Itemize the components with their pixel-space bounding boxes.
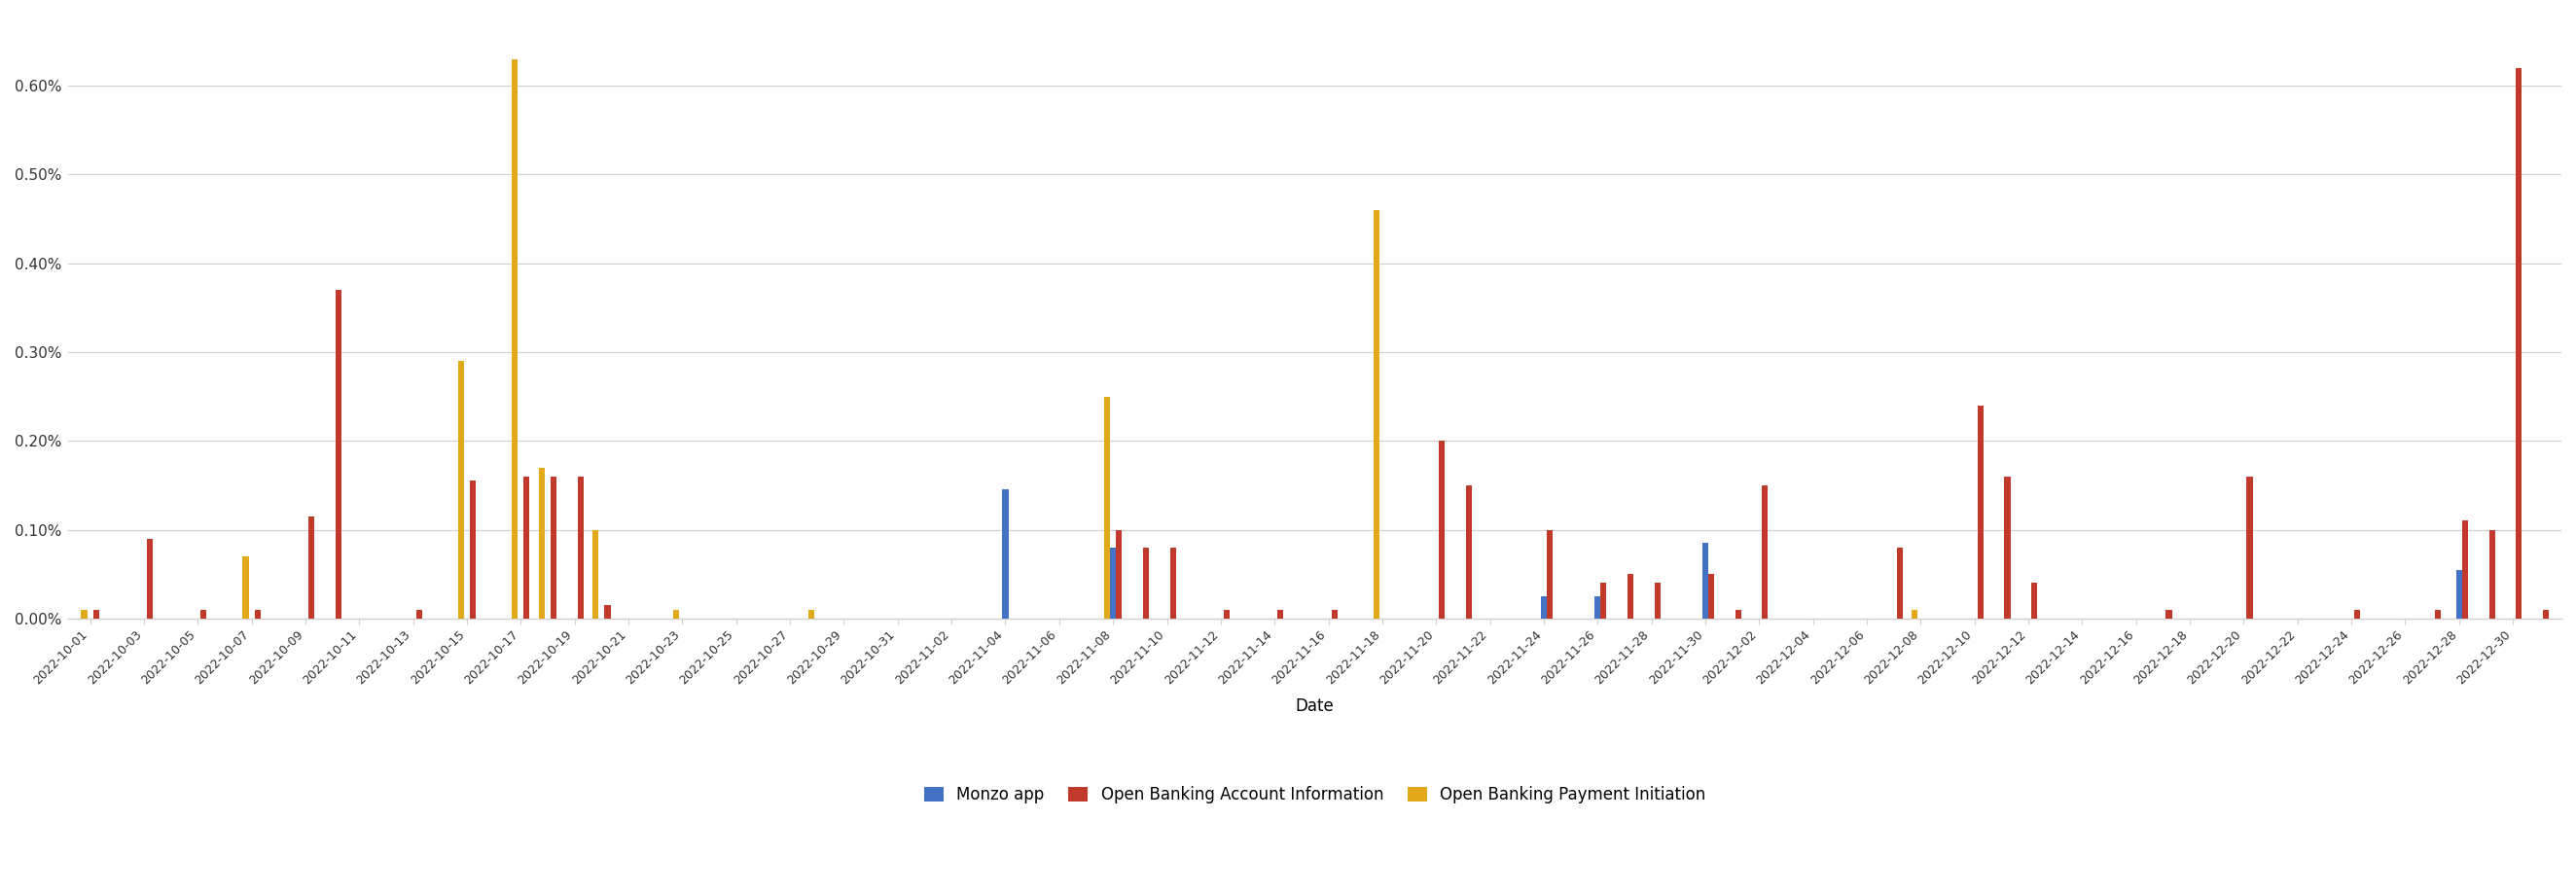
Bar	[2455, 569, 2463, 618]
Bar	[2246, 477, 2251, 618]
Bar	[2004, 477, 2009, 618]
Bar	[1628, 574, 1633, 618]
Bar	[1224, 609, 1229, 618]
Bar	[513, 59, 518, 618]
Bar	[1110, 547, 1115, 618]
Bar	[809, 609, 814, 618]
Bar	[417, 609, 422, 618]
Bar	[2517, 68, 2522, 618]
Bar	[93, 609, 98, 618]
Bar	[1540, 596, 1546, 618]
Bar	[147, 538, 152, 618]
Bar	[335, 290, 340, 618]
Bar	[1278, 609, 1283, 618]
Bar	[2434, 609, 2442, 618]
X-axis label: Date: Date	[1296, 698, 1334, 715]
Bar	[459, 361, 464, 618]
Bar	[2543, 609, 2548, 618]
Bar	[2032, 583, 2038, 618]
Bar	[2166, 609, 2172, 618]
Bar	[1911, 609, 1917, 618]
Bar	[1708, 574, 1713, 618]
Bar	[1896, 547, 1904, 618]
Bar	[592, 530, 598, 618]
Bar	[242, 556, 250, 618]
Bar	[1654, 583, 1662, 618]
Bar	[1332, 609, 1337, 618]
Bar	[255, 609, 260, 618]
Bar	[1978, 405, 1984, 618]
Bar	[1144, 547, 1149, 618]
Bar	[1440, 441, 1445, 618]
Bar	[672, 609, 680, 618]
Bar	[1170, 547, 1175, 618]
Bar	[1466, 486, 1471, 618]
Bar	[1600, 583, 1607, 618]
Bar	[523, 477, 531, 618]
Bar	[1373, 210, 1378, 618]
Bar	[2354, 609, 2360, 618]
Bar	[309, 517, 314, 618]
Bar	[1703, 543, 1708, 618]
Bar	[1736, 609, 1741, 618]
Bar	[538, 468, 544, 618]
Bar	[201, 609, 206, 618]
Bar	[2463, 521, 2468, 618]
Bar	[82, 609, 88, 618]
Bar	[2488, 530, 2496, 618]
Bar	[551, 477, 556, 618]
Bar	[1762, 486, 1767, 618]
Legend: Monzo app, Open Banking Account Information, Open Banking Payment Initiation: Monzo app, Open Banking Account Informat…	[917, 778, 1713, 812]
Bar	[1105, 396, 1110, 618]
Bar	[1002, 490, 1007, 618]
Bar	[1115, 530, 1123, 618]
Bar	[605, 605, 611, 618]
Bar	[1546, 530, 1553, 618]
Bar	[1595, 596, 1600, 618]
Bar	[577, 477, 585, 618]
Bar	[469, 481, 477, 618]
